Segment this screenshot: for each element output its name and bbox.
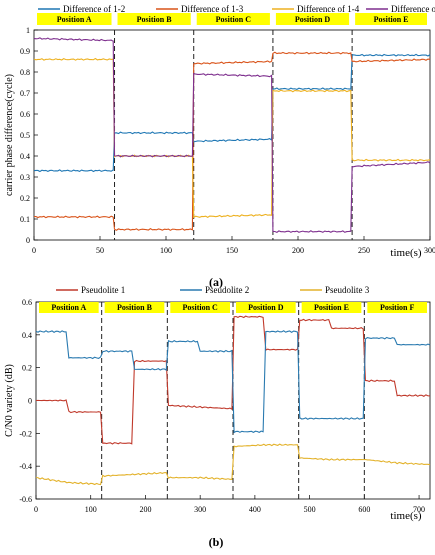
panel-a: (a) 0 50 100 150 200 250 300 0 0.1 0.2 0.3 0.4 0.5 0.… [4, 4, 435, 289]
panel-b-x-axis-label: time(s) [390, 510, 421, 522]
panel-a-position-label: Position A [57, 15, 92, 24]
panel-a-label: (a) [209, 275, 223, 289]
panel-a-y-tick-label: 0.7 [20, 89, 30, 98]
panel-b-position-label: Position B [117, 303, 153, 312]
panel-b-y-tick-label: 0.4 [22, 331, 32, 340]
panel-a-x-tick-label: 200 [292, 246, 304, 255]
panel-a-legend-label: Difference of 1-5 [391, 4, 435, 14]
panel-a-x-axis-label: time(s) [390, 247, 421, 259]
panel-a-position-banner [275, 13, 350, 25]
panel-a-y-tick-label: 0 [26, 236, 30, 245]
panel-b-x-tick-label: 300 [194, 505, 206, 514]
panel-a-y-tick-label: 0.3 [20, 173, 30, 182]
panel-b-position-banner [367, 302, 427, 313]
panel-b-series-line [35, 443, 431, 486]
panel-a-legend-label: Difference of 1-2 [63, 4, 125, 14]
panel-a-legend-label: Difference of 1-4 [297, 4, 360, 14]
panel-b-x-tick-label: 100 [85, 505, 97, 514]
panel-b-position-label: Position F [380, 303, 415, 312]
panel-b-legend-label: Pseudolite 1 [81, 285, 125, 295]
panel-b-position-label: Position E [314, 303, 349, 312]
panel-a-x-tick-label: 250 [358, 246, 370, 255]
panel-b-position-banner [301, 302, 362, 313]
panel-b-x-tick-label: 700 [413, 505, 425, 514]
panel-a-y-tick-label: 0.2 [20, 194, 30, 203]
panel-b-x-tick-label: 0 [34, 505, 38, 514]
panel-b-position-label: Position D [248, 303, 284, 312]
panel-a-y-tick-label: 0.5 [20, 131, 30, 140]
panel-b-x-tick-label: 200 [139, 505, 151, 514]
panel-a-series-line [33, 57, 431, 219]
panel-a-position-banner [117, 13, 191, 25]
panel-b-y-tick-label: 0.6 [22, 298, 32, 307]
panel-b-x-tick-label: 500 [304, 505, 316, 514]
panel-a-y-tick-label: 0.8 [20, 68, 30, 77]
panel-a-x-tick-label: 0 [32, 246, 36, 255]
panel-b-position-banner [104, 302, 165, 313]
panel-a-x-tick-label: 50 [96, 246, 104, 255]
panel-a-y-tick-label: 1 [26, 26, 30, 35]
panel-a-position-banner [37, 13, 112, 25]
panel-a-y-tick-label: 0.1 [20, 215, 30, 224]
panel-b-x-tick-label: 600 [358, 505, 370, 514]
panel-b-legend-label: Pseudolite 2 [205, 285, 249, 295]
panel-a-y-tick-label: 0.6 [20, 110, 30, 119]
panel-b-y-tick-label: -0.2 [19, 429, 32, 438]
panel-b-legend-label: Pseudolite 3 [325, 285, 370, 295]
panel-a-series-line [33, 53, 431, 173]
panel-a-position-label: Position B [137, 15, 173, 24]
panel-b-position-label: Position C [182, 303, 218, 312]
panel-a-position-banner [196, 13, 270, 25]
panel-b-position-banner [39, 302, 99, 313]
panel-a-position-label: Position C [216, 15, 252, 24]
panel-b-series-line [35, 315, 431, 445]
panel-a-x-tick-label: 150 [226, 246, 238, 255]
panel-b-y-tick-label: 0 [28, 397, 32, 406]
panel-a-y-tick-label: 0.9 [20, 47, 30, 56]
panel-b: (b) 0 100 200 300 400 500 600 700 -0.6 -0.4 -0.2 0 0… [4, 285, 431, 549]
panel-b-y-tick-label: 0.2 [22, 364, 32, 373]
panel-b-label: (b) [209, 535, 224, 549]
panel-a-position-label: Position D [295, 15, 331, 24]
panel-b-position-banner [170, 302, 230, 313]
panel-b-x-tick-label: 400 [249, 505, 261, 514]
panel-a-legend-label: Difference of 1-3 [181, 4, 244, 14]
panel-a-y-tick-label: 0.4 [20, 152, 30, 161]
panel-a-x-tick-label: 100 [160, 246, 172, 255]
panel-b-y-tick-label: -0.4 [19, 462, 32, 471]
panel-a-position-label: Position E [374, 15, 409, 24]
panel-a-y-axis-label: carrier phase difference(cycle) [4, 74, 15, 196]
panel-a-position-banner [355, 13, 427, 25]
panel-a-series-line [33, 51, 431, 231]
panel-a-series-line [33, 37, 431, 233]
panel-a-x-tick-label: 300 [424, 246, 435, 255]
panel-b-series-line [35, 330, 431, 434]
panel-b-y-axis-label: C/N0 variety (dB) [4, 364, 15, 437]
panel-b-position-banner [236, 302, 296, 313]
panel-b-position-label: Position A [51, 303, 86, 312]
panel-b-y-tick-label: -0.6 [19, 495, 32, 504]
